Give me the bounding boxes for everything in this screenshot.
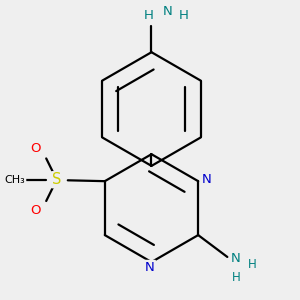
- Text: H: H: [178, 9, 188, 22]
- Text: N: N: [163, 5, 172, 18]
- Text: H: H: [144, 9, 154, 22]
- Text: O: O: [30, 204, 41, 218]
- Text: N: N: [145, 261, 155, 274]
- Text: H: H: [248, 258, 256, 271]
- Text: O: O: [30, 142, 41, 155]
- Text: N: N: [202, 173, 211, 186]
- Text: H: H: [232, 271, 241, 284]
- Text: N: N: [231, 252, 241, 265]
- Text: CH₃: CH₃: [5, 175, 26, 185]
- Text: S: S: [52, 172, 62, 187]
